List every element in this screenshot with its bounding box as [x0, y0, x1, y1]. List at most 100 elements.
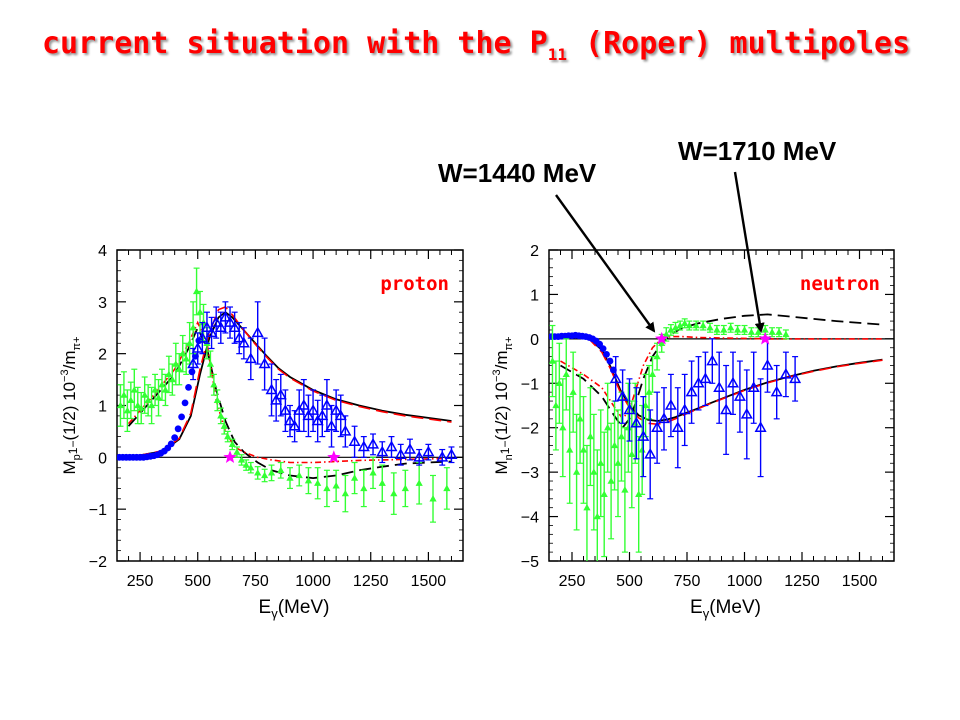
- y-tick-label: −2: [89, 554, 107, 571]
- data-point-triangle: [254, 469, 262, 476]
- data-point-triangle: [172, 360, 180, 367]
- data-point-triangle: [117, 401, 125, 409]
- y-tick-label: 2: [98, 347, 107, 364]
- data-point-triangle: [676, 321, 684, 329]
- data-point-triangle: [213, 396, 221, 403]
- data-point-triangle: [555, 379, 563, 386]
- data-point-open-triangle: [740, 407, 753, 419]
- y-tick-label: −4: [521, 510, 539, 527]
- y-tick-label: 0: [530, 332, 539, 349]
- data-point-triangle: [332, 482, 340, 489]
- data-point-triangle: [196, 308, 204, 315]
- data-point-triangle: [165, 370, 173, 378]
- data-point-triangle: [224, 432, 232, 440]
- data-point-open-triangle: [637, 430, 650, 441]
- data-point-triangle: [782, 330, 790, 338]
- data-point-open-triangle: [385, 440, 398, 452]
- data-point-open-triangle: [651, 421, 664, 432]
- data-point-triangle: [645, 388, 653, 395]
- data-point-triangle: [761, 326, 769, 333]
- data-point-open-triangle: [223, 316, 237, 327]
- data-point-open-triangle: [233, 331, 246, 343]
- data-point-triangle: [304, 476, 313, 484]
- slide-title-main: current situation with the P: [42, 26, 548, 61]
- callout-arrow-w1440: [555, 194, 656, 333]
- x-tick-label: 1000: [295, 573, 331, 590]
- slide-title: current situation with the P11 (Roper) m…: [42, 26, 910, 64]
- data-point-triangle: [137, 404, 145, 411]
- data-point-triangle: [692, 321, 700, 329]
- x-tick-label: 250: [127, 573, 154, 590]
- data-point-triangle: [614, 459, 622, 466]
- data-point-triangle: [681, 319, 689, 326]
- slide-title-tail: (Roper) multipoles: [567, 26, 911, 61]
- data-point-triangle: [127, 396, 135, 403]
- data-point-open-triangle: [403, 443, 416, 454]
- data-point-triangle: [600, 490, 608, 498]
- data-point-triangle: [768, 328, 776, 335]
- data-layer: [549, 313, 883, 561]
- data-point-triangle: [141, 391, 149, 398]
- data-point-open-triangle: [228, 321, 241, 332]
- data-point-circle: [185, 383, 192, 391]
- y-tick-label: −1: [89, 502, 107, 519]
- y-tick-label: 1: [98, 399, 107, 416]
- data-point-circle: [188, 368, 196, 376]
- data-point-triangle: [350, 474, 359, 481]
- x-tick-label: 750: [674, 573, 701, 590]
- data-point-triangle: [586, 432, 595, 440]
- data-point-triangle: [378, 479, 386, 486]
- data-point-triangle: [610, 441, 619, 449]
- data-point-triangle: [740, 326, 749, 333]
- data-point-triangle: [175, 365, 183, 372]
- data-point-open-triangle: [436, 450, 449, 462]
- x-axis-label: Eγ(MeV): [259, 597, 330, 621]
- data-point-triangle: [706, 323, 714, 331]
- data-point-triangle: [206, 360, 215, 367]
- data-point-circle: [174, 425, 182, 433]
- data-point-open-triangle: [445, 448, 458, 459]
- data-point-open-triangle: [733, 390, 746, 401]
- x-tick-label: 500: [184, 573, 211, 590]
- data-point-triangle: [401, 484, 409, 492]
- data-point-open-triangle: [394, 448, 407, 459]
- data-point-triangle: [147, 401, 156, 409]
- data-point-triangle: [635, 490, 643, 498]
- data-point-open-triangle: [302, 409, 315, 421]
- data-point-triangle: [144, 396, 152, 403]
- data-point-open-triangle: [699, 372, 712, 384]
- data-point-triangle: [161, 386, 170, 393]
- data-point-triangle: [233, 448, 241, 455]
- data-point-triangle: [576, 415, 584, 422]
- y-axis-label: Mn1−(1/2) 10−3/mπ+: [491, 336, 515, 474]
- data-point-open-triangle: [320, 398, 333, 410]
- data-point-triangle: [559, 423, 567, 431]
- x-tick-label: 1500: [411, 573, 447, 590]
- data-point-triangle: [237, 456, 246, 463]
- data-point-open-triangle: [274, 388, 287, 400]
- data-point-triangle: [552, 401, 560, 409]
- data-point-open-triangle: [258, 357, 271, 369]
- data-point-open-triangle: [339, 424, 352, 436]
- data-point-open-triangle: [754, 421, 767, 432]
- data-point-triangle: [699, 321, 707, 329]
- x-tick-label: 1500: [842, 573, 878, 590]
- data-point-open-triangle: [376, 445, 389, 457]
- data-point-triangle: [566, 446, 574, 453]
- panel-label: proton: [380, 273, 449, 295]
- data-point-open-triangle: [623, 403, 636, 415]
- data-point-open-triangle: [678, 403, 691, 415]
- data-point-open-triangle: [422, 445, 435, 457]
- data-point-open-triangle: [348, 435, 361, 447]
- data-point-open-triangle: [671, 421, 684, 432]
- data-point-open-triangle: [187, 357, 200, 369]
- chart-panel-neutron: 250 500 750 1000 1250 1500 −5 −4 −3 −2 −1 0 1 2 neutro…: [491, 243, 895, 621]
- data-point-triangle: [267, 469, 276, 476]
- data-point-triangle: [186, 339, 194, 346]
- data-point-triangle: [583, 503, 591, 511]
- data-point-triangle: [653, 352, 661, 360]
- data-point-open-triangle: [196, 331, 209, 343]
- data-point-open-triangle: [779, 367, 792, 379]
- data-point-open-triangle: [219, 310, 232, 322]
- data-point-open-triangle: [706, 354, 719, 366]
